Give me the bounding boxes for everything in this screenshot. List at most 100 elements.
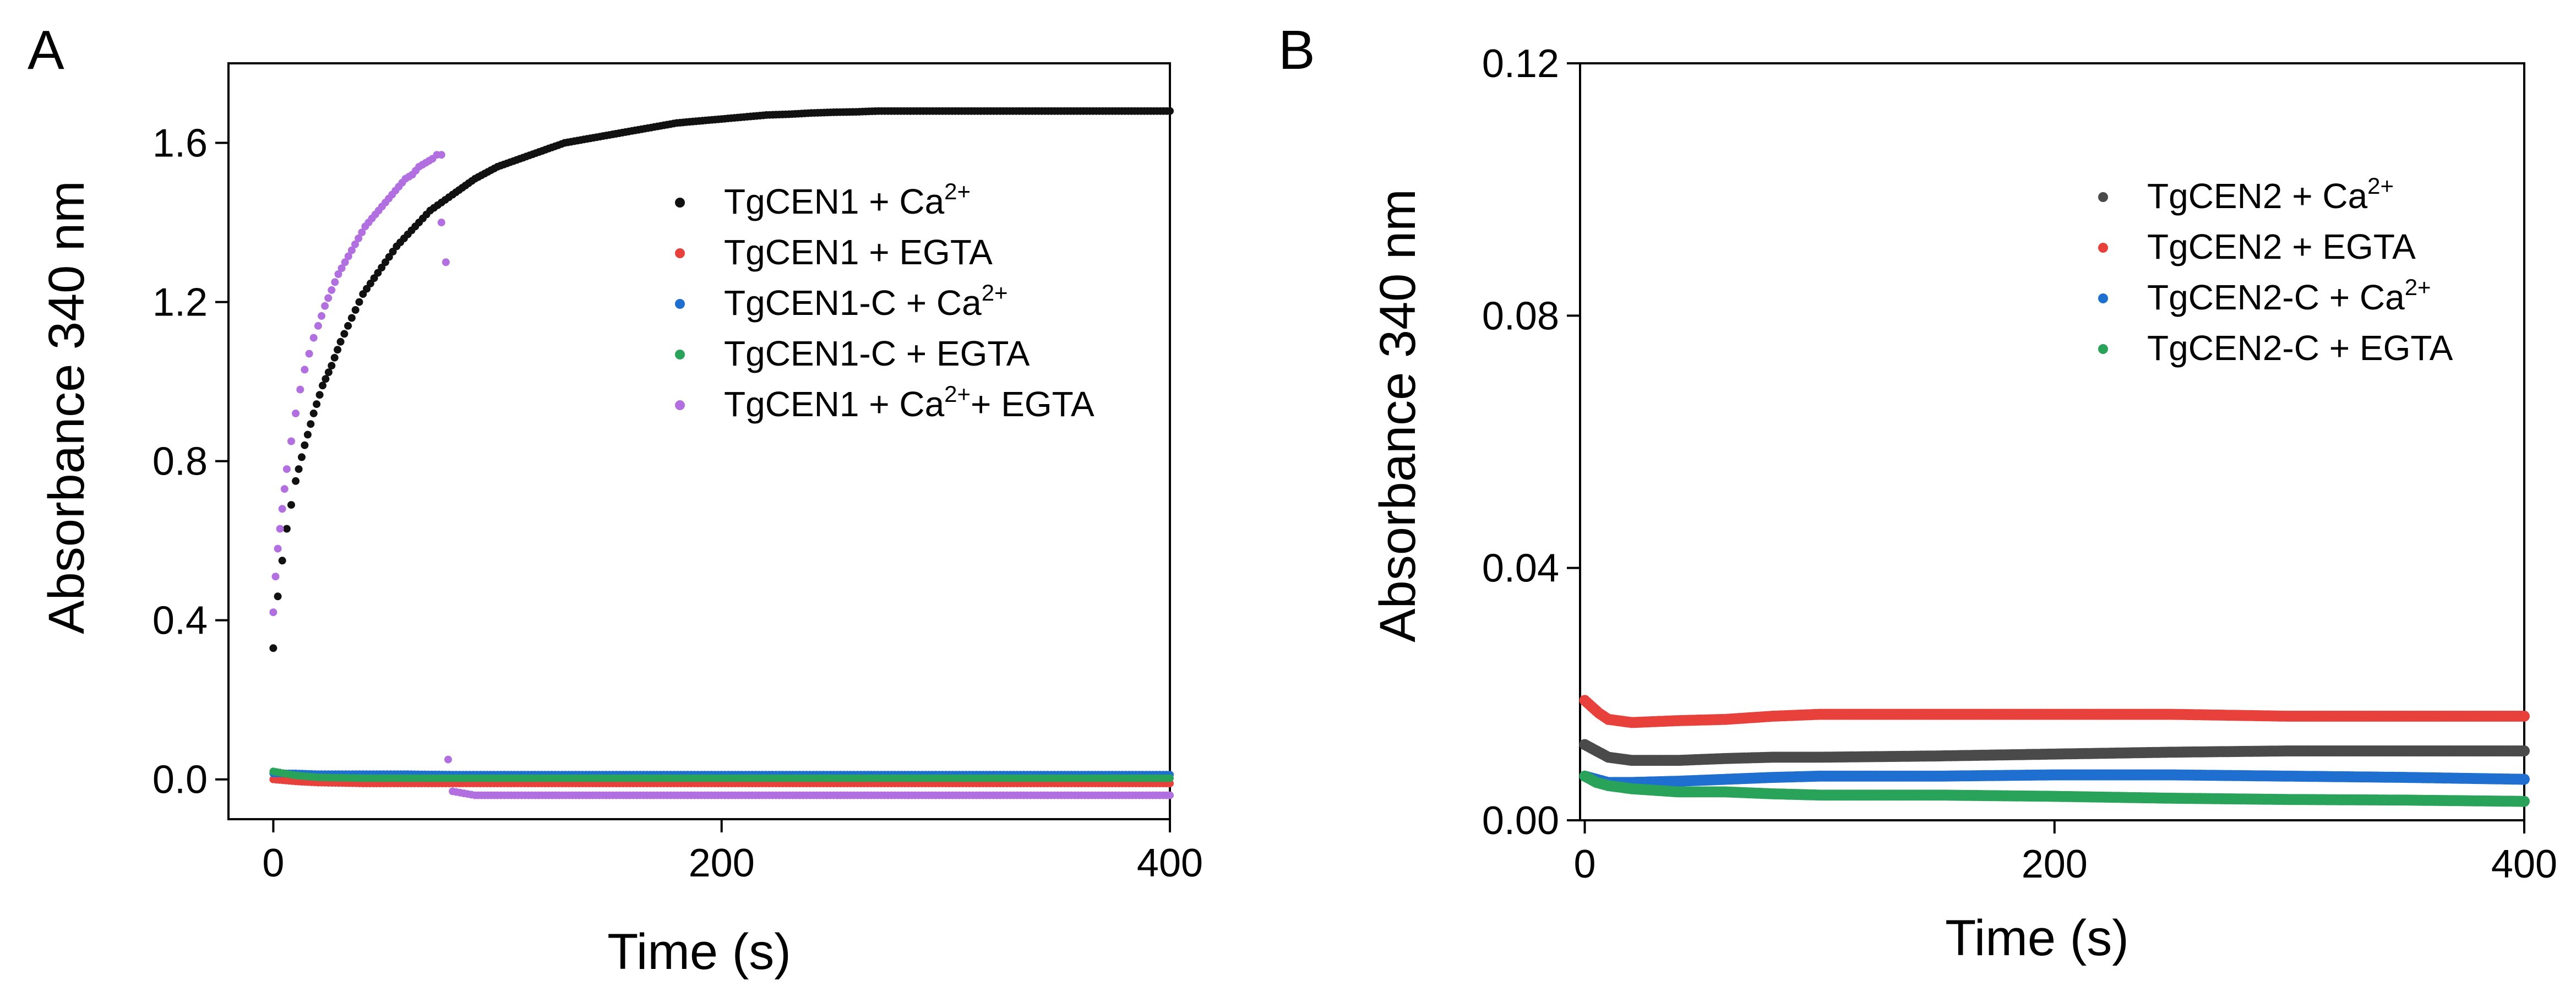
data-point (444, 755, 452, 764)
legend: TgCEN1 + Ca2+ TgCEN1 + EGTA TgCEN1-C + Ca2… (675, 178, 1094, 424)
data-point (1166, 107, 1174, 115)
data-point (287, 501, 295, 509)
legend: TgCEN2 + Ca2+ TgCEN2 + EGTA TgCEN2-C + Ca2… (2098, 173, 2453, 368)
legend-marker (2098, 243, 2108, 253)
data-point (328, 362, 336, 370)
x-tick-label: 400 (2491, 842, 2557, 886)
panel-b: B Absorbance 340 nm Time (s) 0.00 0.04 0.0… (1278, 19, 2557, 966)
legend-label: TgCEN1-C + EGTA (724, 334, 1030, 373)
panel-a: A Absorbance 340 nm Time (s) 0.0 0.4 0.8 1.… (28, 19, 1203, 980)
series-tgcen1-ca-points (269, 107, 1174, 652)
data-point (278, 557, 286, 565)
data-point (292, 409, 300, 417)
panel-a-x-axis-title: Time (s) (607, 924, 791, 980)
y-tick-label: 1.6 (153, 122, 208, 166)
data-point (315, 391, 324, 399)
y-tick-label: 0.12 (1482, 42, 1559, 86)
data-point (313, 400, 321, 408)
data-point (341, 258, 349, 266)
series-tgcen2-c-egta-points (1579, 770, 2530, 807)
data-point (1166, 791, 1174, 799)
data-point (301, 366, 309, 374)
legend-label: TgCEN1 + EGTA (724, 232, 993, 272)
data-point (269, 608, 277, 617)
y-tick-label: 1.2 (153, 281, 208, 325)
data-point (278, 505, 286, 513)
data-point (303, 431, 312, 439)
data-point (274, 592, 282, 601)
data-point (276, 525, 284, 533)
data-point (437, 151, 445, 159)
panel-b-y-axis-title: Absorbance 340 nm (1370, 189, 1426, 642)
y-tick-label: 0.00 (1482, 799, 1559, 843)
legend-label: TgCEN1-C + Ca2+ (724, 280, 1008, 323)
legend-marker (675, 350, 685, 359)
data-point (322, 375, 330, 383)
legend-marker (675, 299, 685, 309)
data-point (298, 453, 306, 461)
data-point (324, 294, 333, 302)
series-tgcen1-c-egta-points (269, 767, 1174, 782)
legend-marker (2098, 293, 2108, 303)
data-point (351, 240, 359, 248)
data-point (331, 278, 339, 286)
data-point (442, 258, 450, 266)
data-point (347, 314, 356, 322)
data-point (2519, 773, 2530, 785)
data-point (351, 306, 360, 314)
x-tick-label: 400 (1137, 841, 1203, 885)
x-tick-label: 200 (689, 841, 755, 885)
x-tick-label: 200 (2022, 842, 2088, 886)
legend-label: TgCEN1 + Ca2++ EGTA (724, 381, 1094, 424)
data-point (305, 350, 313, 358)
data-point (321, 302, 329, 310)
data-point (274, 544, 282, 553)
series-tgcen2-ca-points (1579, 739, 2530, 766)
y-tick-label: 0.08 (1482, 294, 1559, 338)
series-tgcen1-ca-egta-points (269, 151, 1174, 799)
data-point (344, 322, 352, 330)
data-point (358, 228, 366, 237)
x-tick-label: 0 (262, 841, 284, 885)
data-point (385, 253, 393, 261)
data-point (309, 334, 318, 342)
data-point (314, 322, 322, 330)
data-point (330, 353, 339, 362)
legend-label: TgCEN2 + EGTA (2147, 227, 2416, 266)
data-point (2519, 710, 2530, 722)
legend-marker (675, 248, 685, 258)
plot-frame (1579, 62, 2525, 821)
data-point (282, 525, 291, 533)
legend-marker (2098, 344, 2108, 354)
panel-a-y-axis-title: Absorbance 340 nm (39, 181, 95, 634)
panel-a-letter: A (28, 19, 64, 81)
data-point (355, 298, 363, 306)
data-point (271, 573, 280, 581)
data-point (295, 465, 303, 473)
data-point (334, 346, 342, 354)
data-point (1166, 774, 1174, 782)
legend-marker (675, 198, 685, 208)
legend-marker (675, 400, 685, 410)
data-point (282, 465, 291, 473)
plot-frame (227, 62, 1171, 820)
panel-b-letter: B (1278, 19, 1315, 81)
panel-b-x-axis-title: Time (s) (1945, 910, 2129, 966)
data-point (309, 409, 318, 417)
data-point (347, 246, 356, 254)
data-point (287, 437, 295, 445)
data-point (355, 235, 363, 242)
data-point (324, 368, 333, 377)
series-tgcen2-egta-points (1579, 695, 2530, 728)
legend-label: TgCEN2 + Ca2+ (2147, 173, 2394, 216)
data-point (269, 644, 277, 652)
data-point (2519, 796, 2530, 807)
data-point (319, 382, 326, 390)
data-point (334, 270, 342, 278)
data-point (336, 337, 345, 346)
data-point (296, 385, 304, 394)
data-point (318, 312, 325, 320)
y-tick-label: 0.04 (1482, 547, 1559, 591)
